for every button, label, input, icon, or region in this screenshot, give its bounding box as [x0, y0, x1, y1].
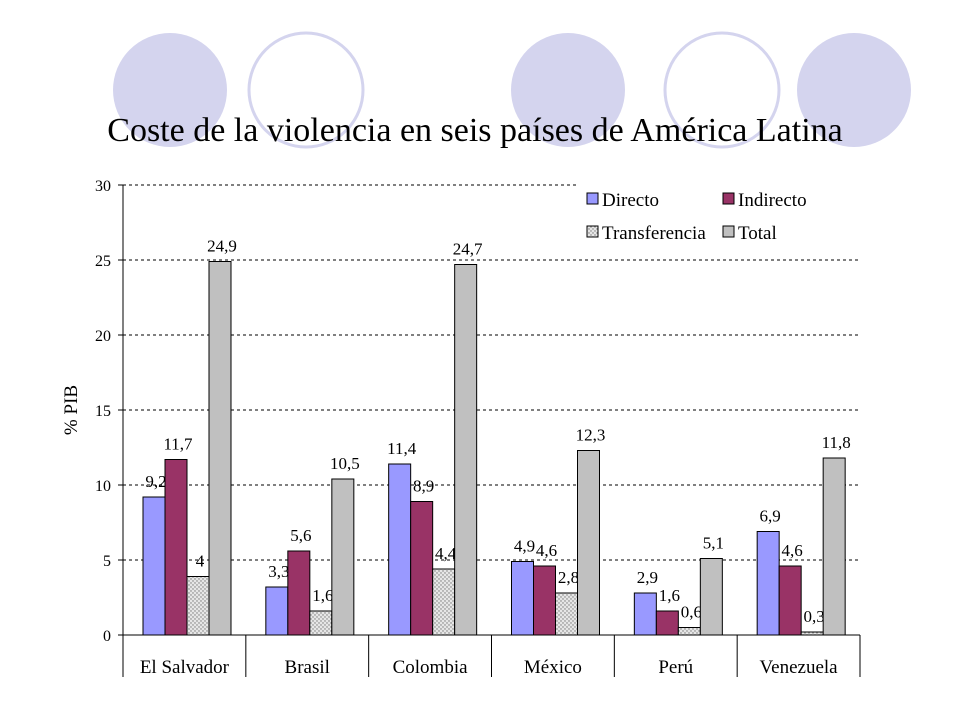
bar-indirecto [410, 501, 434, 636]
bar-directo [265, 586, 289, 636]
decor-circle-4 [663, 31, 781, 149]
bar-directo [633, 592, 657, 636]
bar-total [822, 457, 846, 636]
legend-label: Total [738, 223, 777, 244]
data-label: 4,4 [435, 544, 457, 563]
decor-circle-5 [797, 33, 911, 147]
y-axis-label: % PIB [61, 385, 82, 435]
data-label: 8,9 [413, 477, 434, 496]
chart-title: Coste de la violencia en seis países de … [107, 112, 842, 149]
data-label: 4 [196, 552, 205, 571]
data-label: 1,6 [312, 586, 333, 605]
category-label: Colombia [393, 657, 469, 678]
decor-circle-3 [511, 33, 625, 147]
axes: 0 5 10 15 20 25 30 % PIB El Salvador Brasil Colomb… [61, 178, 861, 678]
bar-transferencia [186, 576, 210, 636]
category-label: Perú [658, 657, 693, 678]
legend-swatch-indirecto [722, 192, 735, 205]
bar-total [454, 264, 478, 636]
decor-circle-1 [113, 33, 227, 147]
bar-transferencia [677, 627, 701, 636]
data-label: 24,7 [453, 240, 483, 259]
data-label: 4,9 [514, 537, 535, 556]
decor-circle-2 [247, 31, 365, 149]
data-label: 0,6 [681, 603, 702, 622]
category-label: Venezuela [760, 657, 839, 678]
data-label: 6,9 [760, 507, 781, 526]
data-label: 24,9 [207, 237, 237, 256]
bar-indirecto [533, 565, 556, 636]
bar-total [577, 450, 600, 636]
data-label: 11,4 [387, 439, 417, 458]
data-label: 11,8 [822, 433, 851, 452]
bar-indirecto [164, 459, 188, 636]
y-tick-label: 30 [95, 178, 111, 195]
category-label: Brasil [285, 657, 330, 678]
data-label: 11,7 [163, 435, 193, 454]
data-label: 0,3 [804, 607, 825, 626]
y-tick-label: 10 [95, 478, 111, 495]
bar-directo [142, 496, 166, 636]
legend-label: Directo [602, 190, 659, 211]
category-label: El Salvador [140, 657, 230, 678]
legend: Directo Indirecto Transferencia Total [578, 181, 862, 251]
y-tick-label: 5 [103, 553, 111, 570]
bars: 9,2 11,7 4 24,9 3,35,6 1,6 10,5 11,4 8,9 4,4 24,7 4… [142, 237, 851, 636]
y-tick-label: 0 [103, 628, 111, 645]
bar-total [331, 478, 355, 636]
bar-total [699, 558, 723, 636]
legend-swatch-directo [586, 192, 599, 205]
y-tick-label: 15 [95, 403, 111, 420]
legend-label: Indirecto [738, 190, 807, 211]
y-tick-label: 20 [95, 328, 111, 345]
data-label: 4,6 [782, 541, 803, 560]
bar-directo [756, 531, 780, 636]
bar-directo [388, 463, 412, 636]
bar-indirecto [287, 550, 311, 636]
decorative-circles [113, 31, 911, 149]
bar-indirecto [778, 565, 802, 636]
y-tick-label: 25 [95, 253, 111, 270]
legend-label: Transferencia [602, 223, 706, 244]
data-label: 5,6 [290, 526, 311, 545]
data-label: 12,3 [576, 426, 606, 445]
data-label: 4,6 [536, 541, 557, 560]
category-label: México [524, 657, 582, 678]
legend-box [578, 181, 862, 251]
bar-transferencia [309, 610, 333, 636]
data-label: 2,9 [637, 568, 658, 587]
bar-transferencia [555, 592, 578, 636]
data-label: 9,2 [145, 472, 166, 491]
data-label: 3,3 [268, 562, 289, 581]
bar-directo [511, 561, 534, 636]
data-label: 10,5 [330, 454, 360, 473]
legend-swatch-total [722, 225, 735, 238]
bar-total [208, 261, 232, 636]
data-label: 2,8 [558, 568, 579, 587]
gridlines [123, 184, 860, 561]
data-label: 5,1 [703, 534, 724, 553]
bar-transferencia [432, 568, 456, 636]
bar-indirecto [655, 610, 679, 636]
data-label: 1,6 [659, 586, 680, 605]
legend-swatch-transferencia [586, 225, 599, 238]
